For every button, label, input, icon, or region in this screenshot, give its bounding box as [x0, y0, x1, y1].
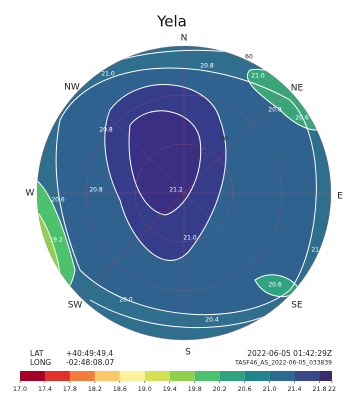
- contour-label: 19.2: [49, 237, 63, 244]
- contour-label: 21.0: [183, 235, 197, 242]
- colorbar-tick-label: 21.0: [263, 386, 277, 393]
- contour-label: 20.8: [268, 107, 282, 114]
- info-long-label: LONG: [30, 358, 51, 367]
- colorbar-tick-label: 21.8: [313, 386, 327, 393]
- contour-label: 20.6: [295, 115, 309, 122]
- colorbar-tick-label: 18.6: [113, 386, 127, 393]
- colorbar-segment: [244, 371, 270, 381]
- contour-label: 21.0: [251, 73, 265, 80]
- colorbar-segment: [319, 371, 332, 381]
- altitude-label: 30: [220, 136, 228, 143]
- direction-label: N: [181, 34, 188, 44]
- colorbar-tick-label: 19.8: [188, 386, 202, 393]
- direction-label: E: [337, 192, 343, 202]
- contour-label: 20.6: [51, 197, 65, 204]
- colorbar-tick-label: 19.4: [163, 386, 177, 393]
- colorbar-segment: [169, 371, 195, 381]
- contour-label: 21.0: [311, 247, 325, 254]
- info-file: TASF46_AS_2022-06-05_033839: [234, 360, 332, 367]
- contour-label: 20.8: [99, 127, 113, 134]
- contour-label: 20.0: [119, 297, 133, 304]
- colorbar-tick-label: 18.2: [88, 386, 102, 393]
- grid: [36, 45, 332, 341]
- colorbar-segment: [44, 371, 70, 381]
- colorbar-tick-label: 20.2: [213, 386, 227, 393]
- chart-title: Yela: [156, 13, 187, 31]
- info-lat-label: LAT: [30, 349, 44, 358]
- colorbar-segment: [219, 371, 245, 381]
- colorbar-segment: [20, 371, 45, 381]
- info-datetime: 2022-06-05 01:42:29Z: [247, 349, 332, 358]
- colorbar-tick-label: 22: [328, 386, 336, 393]
- contour-label: 20.4: [205, 317, 219, 324]
- colorbar-segment: [294, 371, 320, 381]
- contour-label: 20.8: [89, 187, 103, 194]
- info-long: -02:48:08.07: [66, 358, 115, 367]
- colorbar-segment: [69, 371, 95, 381]
- colorbar-segment: [94, 371, 120, 381]
- altitude-label: 60: [245, 54, 253, 61]
- direction-label: SW: [68, 301, 83, 311]
- direction-label: NE: [291, 84, 304, 94]
- colorbar-tick-label: 20.6: [238, 386, 252, 393]
- direction-label: NW: [64, 83, 80, 93]
- direction-label: W: [26, 189, 35, 199]
- info-lat: +40:49:49.4: [66, 349, 113, 358]
- colorbar-segment: [119, 371, 145, 381]
- contour-label: 20.6: [268, 282, 282, 289]
- contour-label: 21.0: [101, 71, 115, 78]
- colorbar-tick-label: 19.0: [138, 386, 152, 393]
- colorbar-tick-label: 21.4: [288, 386, 302, 393]
- contour-label: 20.8: [200, 63, 214, 70]
- colorbar-tick-label: 17.0: [13, 386, 27, 393]
- direction-label: SE: [291, 301, 303, 311]
- direction-label: S: [185, 348, 191, 358]
- colorbar-segment: [269, 371, 295, 381]
- colorbar-tick-label: 17.8: [63, 386, 77, 393]
- colorbar-segment: [194, 371, 220, 381]
- colorbar-tick-label: 17.4: [38, 386, 52, 393]
- colorbar-segment: [144, 371, 170, 381]
- contour-label: 21.2: [169, 187, 183, 194]
